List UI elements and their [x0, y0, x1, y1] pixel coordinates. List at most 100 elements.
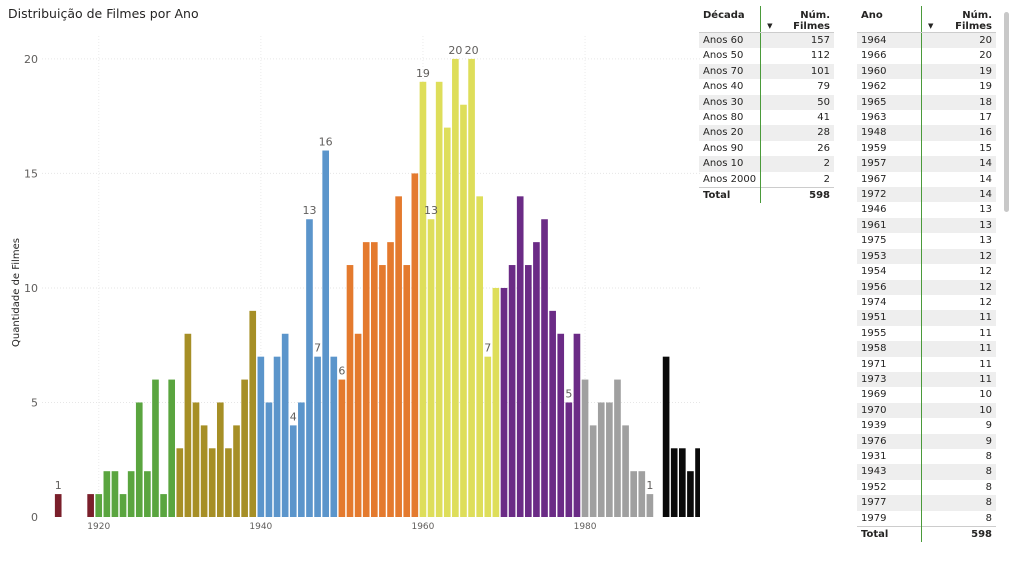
bar-1982: [597, 402, 605, 517]
year_table-row-label: 1972: [857, 187, 922, 203]
bar-1986: [630, 471, 638, 517]
year_table-row[interactable]: 1955 11: [857, 325, 996, 342]
decade_table-row[interactable]: Anos 60 157: [699, 32, 834, 49]
year_table-row-label: 1954: [861, 266, 887, 278]
decade_table-row-label: Anos 80: [703, 112, 744, 124]
sort-descending-icon[interactable]: ▼: [767, 22, 773, 30]
year_table-row[interactable]: 1961 13: [857, 217, 996, 234]
decade_table-row-value: 157: [760, 32, 834, 49]
bar-1987: [638, 471, 646, 517]
year_table-row[interactable]: 1948 16: [857, 125, 996, 141]
year_table-row[interactable]: 1939 9: [857, 418, 996, 434]
bar-1946: [306, 219, 313, 517]
year_table-row-label: 1969: [861, 389, 887, 401]
year_table-row-label: 1957: [857, 156, 922, 172]
decade_table-row[interactable]: Anos 70 101: [699, 63, 834, 80]
bar-1953: [362, 242, 370, 517]
year_table-row[interactable]: 1966 20: [857, 48, 996, 64]
bar-1933: [200, 425, 208, 517]
decade_table-row[interactable]: Anos 90 26: [699, 140, 834, 157]
year_table-row[interactable]: 1951 11: [857, 310, 996, 326]
year_table-row[interactable]: 1963 17: [857, 110, 996, 126]
year_table-row[interactable]: 1965 18: [857, 94, 996, 111]
year_table-row[interactable]: 1971 11: [857, 356, 996, 372]
year_table-row-label: 1976: [857, 433, 922, 449]
year_table-row[interactable]: 1952 8: [857, 479, 996, 496]
year_table-row[interactable]: 1957 14: [857, 156, 996, 172]
data-label-1961: 13: [424, 204, 438, 217]
year_table-row-label: 1977: [857, 495, 922, 511]
decade_table-row-label: Anos 90: [703, 142, 744, 154]
x-tick-label: 1980: [574, 522, 597, 532]
bar-1936: [225, 448, 232, 517]
year_table-row-value: 8: [921, 464, 996, 480]
year_table-row[interactable]: 1958 11: [857, 341, 996, 357]
year-count-column-header[interactable]: Núm. Filmes ▼: [921, 6, 996, 33]
year_table-row-label: 1964: [857, 32, 922, 49]
decade_table-row-label: Anos 20: [699, 125, 761, 141]
year_table-row[interactable]: 1967 14: [857, 171, 996, 188]
year_table-row-label: 1951: [857, 310, 922, 326]
decade-table: Década Núm. Filmes ▼ Anos 60 157 Anos 50 11…: [699, 6, 834, 204]
bar-1947: [314, 356, 321, 517]
bar-1951: [346, 265, 354, 517]
year_table-row-value: 14: [921, 156, 996, 172]
year_table-row[interactable]: 1972 14: [857, 187, 996, 203]
bar-1920: [95, 494, 103, 517]
year_table-row[interactable]: 1969 10: [857, 387, 996, 403]
year_table-row-value: 16: [921, 125, 996, 141]
bar-1931: [184, 333, 192, 517]
decade_table-row[interactable]: Anos 30 50: [699, 94, 834, 111]
year-table-scrollbar[interactable]: [1004, 12, 1009, 212]
year_table-row-value: 12: [921, 279, 996, 295]
bar-1955: [379, 265, 386, 517]
year_table-row[interactable]: 1975 13: [857, 233, 996, 249]
sort-descending-icon[interactable]: ▼: [928, 22, 934, 30]
decade-column-header[interactable]: Década: [699, 6, 761, 33]
decade_table-row-value: 41: [760, 110, 834, 126]
decade-count-column-header[interactable]: Núm. Filmes ▼: [760, 6, 834, 33]
year_table-row[interactable]: 1954 12: [857, 264, 996, 280]
decade_table-row[interactable]: Anos 40 79: [699, 79, 834, 95]
year_table-row-value: 13: [921, 233, 996, 249]
bar-1984: [614, 379, 621, 517]
year_table-row[interactable]: 1960 19: [857, 63, 996, 80]
year_table-row-label: 1973: [857, 371, 922, 388]
year_table-row[interactable]: 1970 10: [857, 402, 996, 419]
year_table-row[interactable]: 1953 12: [857, 248, 996, 265]
year_table-row-value: 11: [921, 341, 996, 357]
year_table-row[interactable]: 1976 9: [857, 433, 996, 449]
year-column-header[interactable]: Ano: [857, 6, 922, 33]
bar-1977: [557, 333, 565, 517]
decade_table-row[interactable]: Anos 2000 2: [699, 171, 834, 188]
bar-1921: [103, 471, 111, 517]
year_table-row[interactable]: 1979 8: [857, 510, 996, 527]
year_table-row-value: 8: [921, 448, 996, 465]
bar-1937: [233, 425, 240, 517]
decade_table-row[interactable]: Anos 50 112: [699, 48, 834, 64]
year_table-row-value: 12: [921, 264, 996, 280]
decade_table-row[interactable]: Anos 20 28: [699, 125, 834, 141]
decade_table-row[interactable]: Anos 10 2: [699, 156, 834, 172]
bar-1973: [524, 265, 532, 517]
year_table-total-value: 598: [921, 526, 996, 543]
decade_table-row-label: Anos 30: [699, 94, 761, 111]
bar-1932: [192, 402, 200, 517]
year_table-row[interactable]: 1962 19: [857, 79, 996, 95]
year_table-row[interactable]: 1943 8: [857, 464, 996, 480]
data-label-1946: 13: [302, 204, 316, 217]
year_table-row[interactable]: 1977 8: [857, 495, 996, 511]
bar-1970: [500, 287, 508, 517]
year_table-row-value: 8: [921, 479, 996, 496]
year_table-row[interactable]: 1956 12: [857, 279, 996, 295]
year_table-row[interactable]: 1946 13: [857, 202, 996, 218]
year_table-row-label: 1974: [861, 296, 887, 308]
year_table-row[interactable]: 1974 12: [857, 294, 996, 311]
year_table-row[interactable]: 1931 8: [857, 448, 996, 465]
year_table-row[interactable]: 1973 11: [857, 371, 996, 388]
year_table-row-label: 1967: [861, 173, 887, 185]
year_table-row[interactable]: 1959 15: [857, 140, 996, 157]
bar-1944: [289, 425, 297, 517]
year_table-row[interactable]: 1964 20: [857, 32, 996, 49]
decade_table-row[interactable]: Anos 80 41: [699, 110, 834, 126]
